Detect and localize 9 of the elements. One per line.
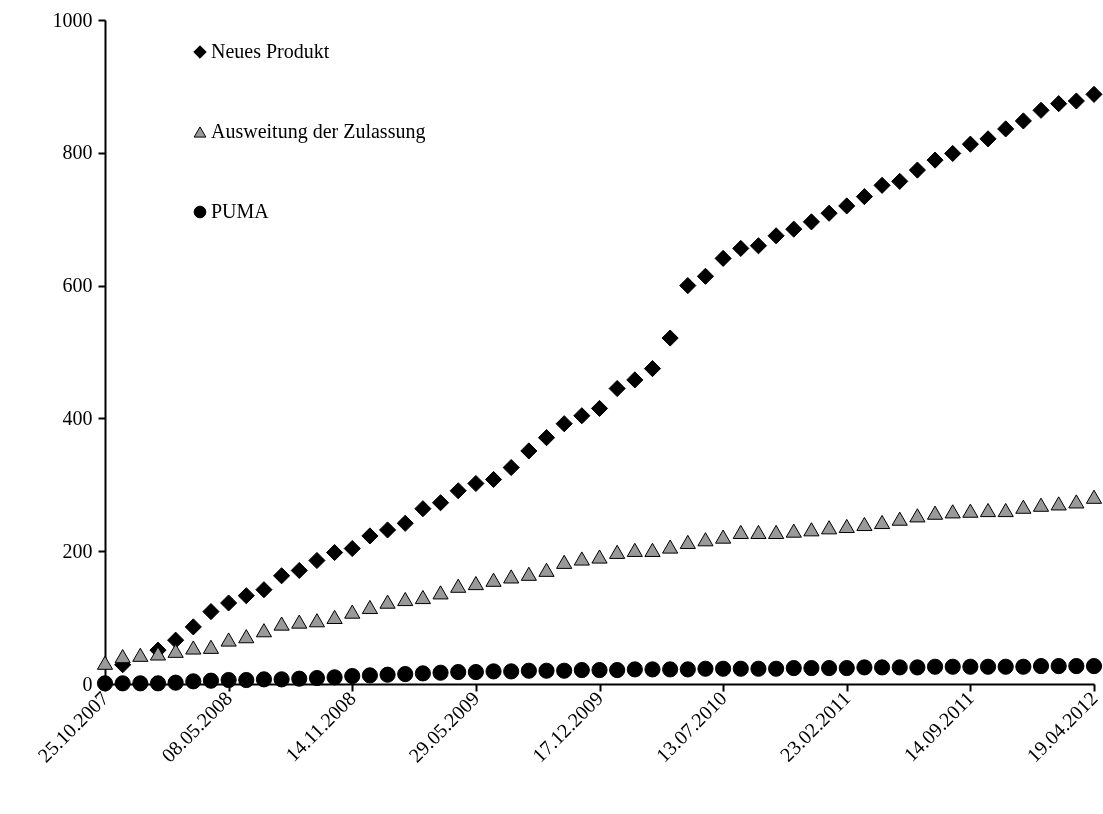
legend-label: Neues Produkt — [211, 40, 330, 62]
y-tick-label: 1000 — [52, 8, 93, 31]
legend-label: PUMA — [211, 200, 270, 222]
y-tick-label: 0 — [82, 672, 93, 695]
y-tick-label: 600 — [62, 274, 93, 297]
y-tick-label: 400 — [62, 406, 93, 429]
legend-label: Ausweitung der Zulassung — [211, 120, 426, 143]
y-tick-label: 800 — [62, 141, 93, 164]
y-tick-label: 200 — [62, 539, 93, 562]
